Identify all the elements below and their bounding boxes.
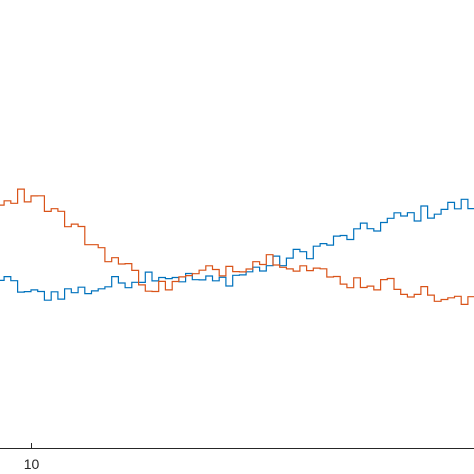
series-line-2 <box>0 188 474 305</box>
x-axis-ticks: 1020304050607080 <box>24 443 40 472</box>
series-layer <box>0 188 474 305</box>
x-tick-label: 10 <box>24 456 40 472</box>
series-line-1 <box>0 198 474 301</box>
